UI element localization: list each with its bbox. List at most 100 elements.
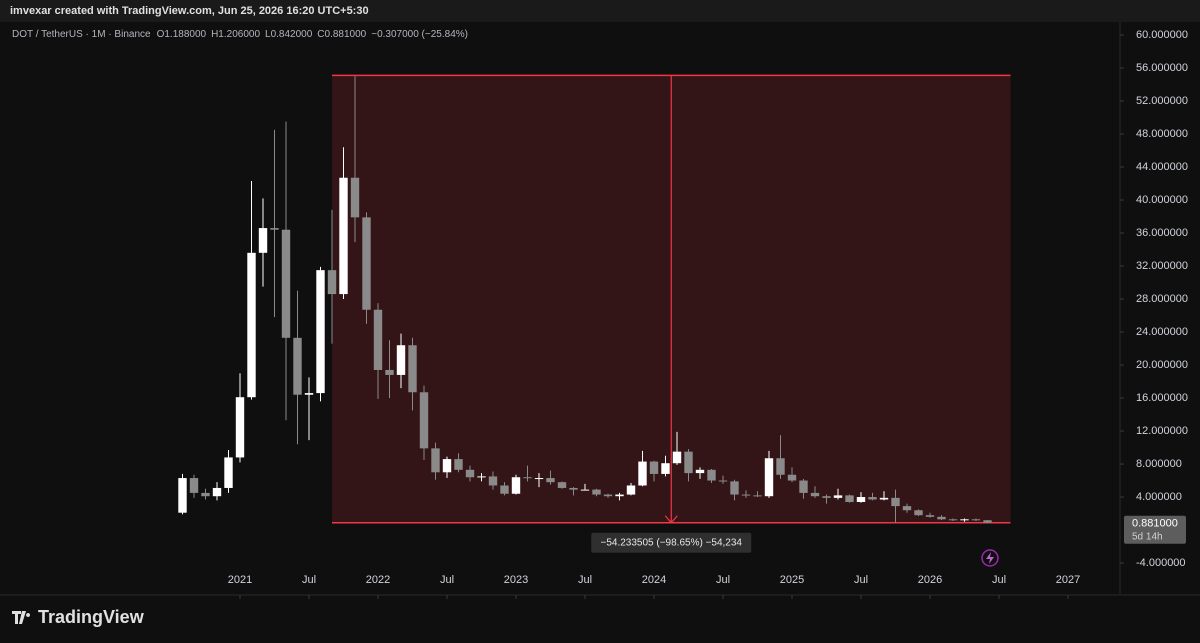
candle-body — [350, 177, 360, 218]
candle-body — [592, 489, 601, 495]
y-tick-label: 36.000000 — [1136, 227, 1188, 239]
x-tick-label: 2024 — [642, 574, 666, 586]
candle-body — [569, 487, 578, 490]
y-tick-label: 60.000000 — [1136, 29, 1188, 41]
candle-body — [695, 469, 705, 474]
candle-body — [546, 478, 555, 483]
ohlc-value: H1.206000 — [211, 29, 261, 40]
candle-body — [523, 477, 532, 479]
candle-body — [396, 345, 406, 375]
candle-body — [534, 478, 544, 480]
candle-body — [799, 480, 808, 493]
candle-body — [764, 458, 774, 497]
y-tick-label: 24.000000 — [1136, 326, 1188, 338]
y-tick-label: 28.000000 — [1136, 293, 1188, 305]
x-tick-label: Jul — [854, 574, 868, 586]
y-tick-label: -4.000000 — [1136, 557, 1186, 569]
x-tick-label: Jul — [716, 574, 730, 586]
candle-body — [672, 451, 682, 464]
ohlc-value: −0.307000 (−25.84%) — [371, 29, 468, 40]
candle-body — [454, 459, 463, 470]
ohlc-values: O1.188000 H1.206000 L0.842000 C0.881000 −0.3… — [157, 29, 468, 40]
candle-body — [753, 495, 762, 497]
candle-body — [684, 451, 693, 474]
x-tick-label: Jul — [578, 574, 592, 586]
candle-body — [615, 494, 624, 497]
candle-body — [868, 497, 877, 500]
candle-body — [281, 229, 291, 338]
candle-body — [511, 477, 521, 494]
y-tick-label: 16.000000 — [1136, 392, 1188, 404]
candle-body — [983, 520, 992, 523]
x-tick-label: Jul — [302, 574, 316, 586]
x-tick-label: Jul — [992, 574, 1006, 586]
candle-body — [787, 474, 797, 481]
countdown: 5d 14h — [1132, 531, 1163, 542]
x-tick-label: 2025 — [780, 574, 804, 586]
candle-body — [971, 519, 981, 521]
y-tick-label: 8.000000 — [1136, 458, 1182, 470]
candle-body — [212, 487, 222, 497]
brand: TradingView — [38, 607, 145, 627]
y-tick-label: 4.000000 — [1136, 491, 1182, 503]
last-price-label: 0.881000 — [1132, 518, 1178, 530]
candle-body — [488, 476, 498, 486]
candle-body — [707, 469, 716, 481]
candle-body — [845, 495, 854, 502]
plot: 60.000000 56.000000 52.000000 48.000000 44.0… — [178, 29, 1188, 599]
candle-body — [258, 228, 268, 253]
candle-body — [442, 459, 452, 473]
header-bar — [0, 0, 1200, 22]
y-tick-label: 56.000000 — [1136, 62, 1188, 74]
candle-body — [603, 494, 613, 497]
candle-body — [649, 461, 659, 474]
y-tick-label: 20.000000 — [1136, 359, 1188, 371]
symbol-title: DOT / TetherUS · 1M · Binance — [12, 29, 151, 40]
measure-label: −54.233505 (−98.65%) −54,234 — [600, 537, 742, 548]
candle-body — [189, 478, 199, 493]
lightning-icon — [981, 549, 999, 567]
candle-body — [362, 217, 371, 310]
candle-body — [201, 492, 210, 497]
candle-body — [293, 337, 302, 395]
candle-body — [385, 369, 394, 375]
ohlc-value: O1.188000 — [156, 29, 207, 40]
candle-body — [661, 463, 670, 474]
x-tick-label: 2023 — [504, 574, 528, 586]
ohlc-legend: DOT / TetherUS · 1M · Binance O1.188000 H… — [12, 29, 468, 40]
candle-body — [833, 495, 843, 498]
candle-body — [879, 497, 889, 500]
y-tick-label: 44.000000 — [1136, 161, 1188, 173]
candle-body — [810, 492, 820, 497]
attribution: imvexar created with TradingView.com, Ju… — [10, 5, 369, 17]
candle-body — [270, 228, 279, 230]
candle-body — [580, 489, 590, 491]
candle-body — [477, 476, 486, 478]
candle-body — [178, 478, 187, 513]
x-tick-label: 2022 — [366, 574, 390, 586]
candle-body — [891, 497, 900, 507]
measure-arrowhead — [664, 515, 678, 524]
candle-body — [419, 392, 429, 449]
measure-label-box — [591, 532, 752, 553]
candle-body — [822, 496, 831, 498]
candle-body — [925, 515, 935, 517]
x-tick-label: Jul — [440, 574, 454, 586]
candle-body — [339, 177, 348, 295]
y-tick-label: 52.000000 — [1136, 95, 1188, 107]
candle-body — [902, 506, 912, 511]
candle-body — [373, 309, 383, 370]
y-tick-label: 12.000000 — [1136, 425, 1188, 437]
candle-body — [304, 393, 314, 395]
x-tick-label: 2021 — [228, 574, 252, 586]
candle-body — [937, 516, 946, 520]
candle-body — [557, 482, 567, 488]
candle-body — [327, 270, 337, 295]
candle-body — [914, 510, 923, 516]
ohlc-value: L0.842000 — [265, 29, 313, 40]
candle-body — [224, 457, 233, 488]
candle-body — [626, 485, 636, 495]
candle-body — [316, 270, 325, 394]
